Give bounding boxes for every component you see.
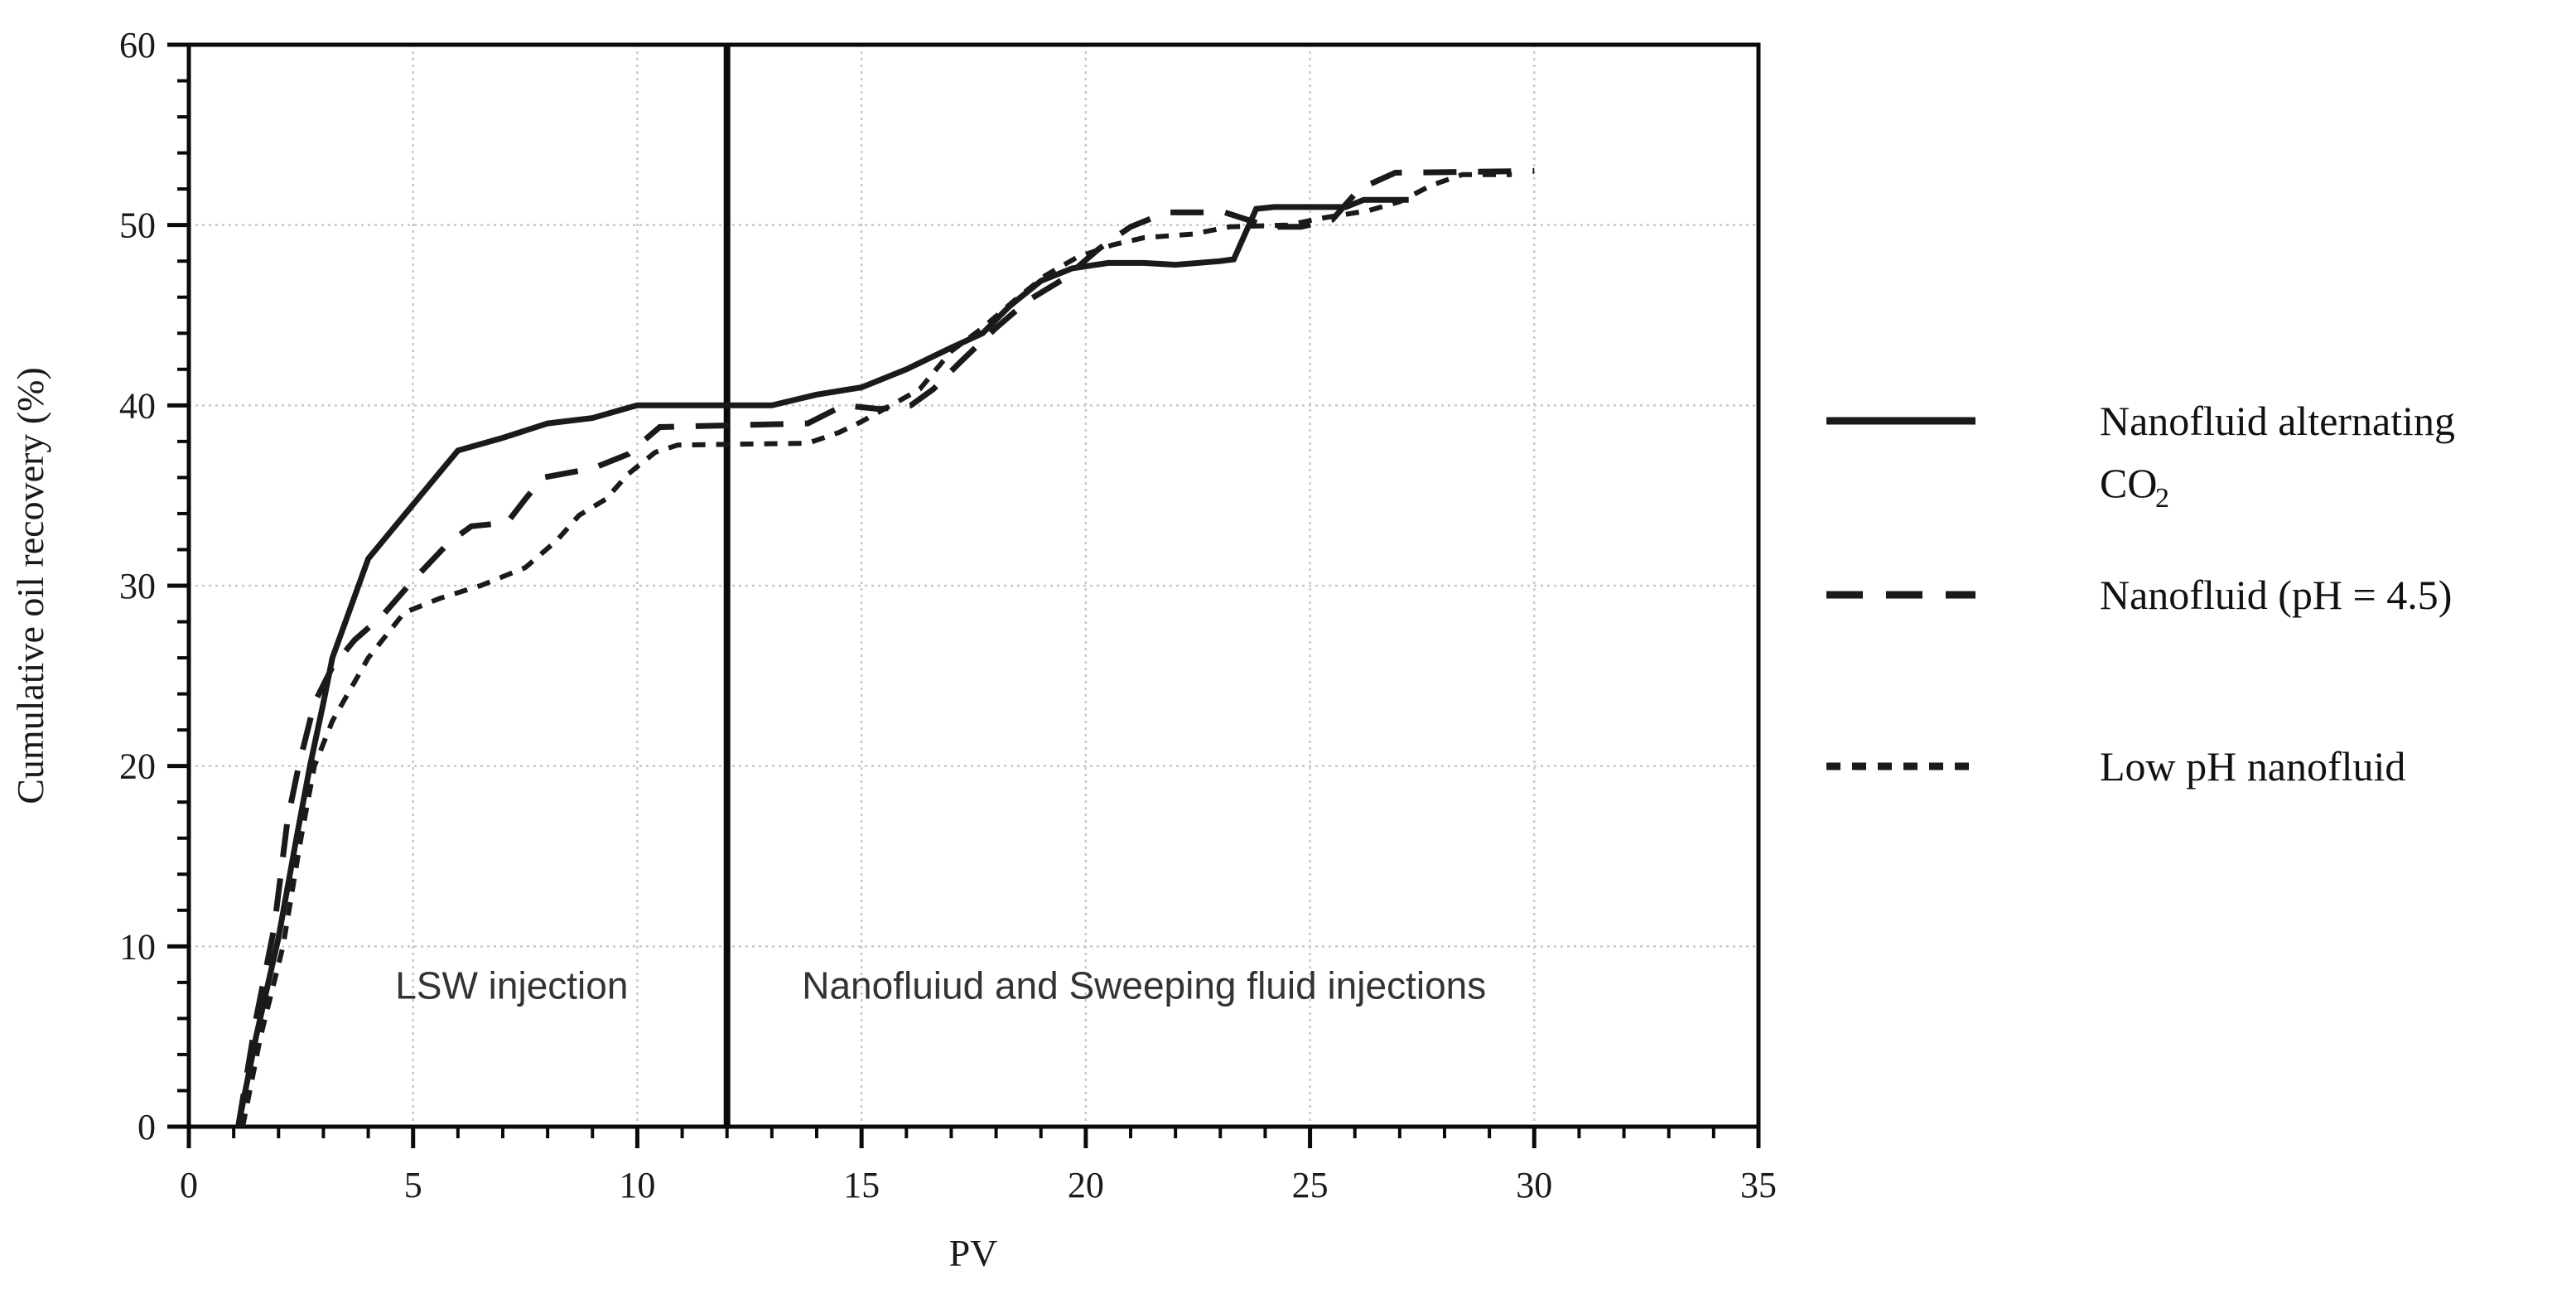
gridlines [189,45,1758,1127]
svg-text:20: 20 [1068,1165,1104,1205]
legend-label-low-ph-nanofluid: Low pH nanofluid [2100,743,2405,790]
svg-text:20: 20 [119,746,156,787]
x-axis-title: PV [949,1232,998,1274]
series-long-dash [235,167,1535,1128]
annotation-lsw-injection: LSW injection [395,963,628,1007]
svg-text:10: 10 [619,1165,655,1205]
tick-labels: 0 5 10 15 20 25 30 35 0 10 20 30 40 50 60 [119,25,1777,1205]
legend-label-co2-subscript: 2 [2155,483,2169,514]
annotation-nanofluid-sweeping: Nanofluiud and Sweeping fluid injections [802,963,1486,1007]
series-lines [235,167,1535,1128]
plot-border [186,42,1761,1129]
svg-text:0: 0 [137,1107,156,1147]
svg-text:30: 30 [119,566,156,606]
svg-text:25: 25 [1292,1165,1329,1205]
y-axis-title: Cumulative oil recovery (%) [9,367,51,804]
legend: Nanofluid alternating CO 2 Nanofluid (pH… [1826,398,2455,790]
svg-text:0: 0 [180,1165,198,1205]
svg-text:60: 60 [119,25,156,65]
legend-label-nanofluid-ph45: Nanofluid (pH = 4.5) [2100,572,2452,618]
series-solid [235,196,1409,1128]
svg-text:10: 10 [119,926,156,967]
svg-text:35: 35 [1740,1165,1777,1205]
legend-label-nanofluid-alternating-line2: CO [2100,460,2157,506]
svg-text:40: 40 [119,385,156,426]
svg-text:50: 50 [119,205,156,246]
svg-text:15: 15 [843,1165,880,1205]
svg-text:5: 5 [404,1165,422,1205]
legend-label-nanofluid-alternating-line1: Nanofluid alternating [2100,398,2455,444]
svg-text:30: 30 [1516,1165,1552,1205]
